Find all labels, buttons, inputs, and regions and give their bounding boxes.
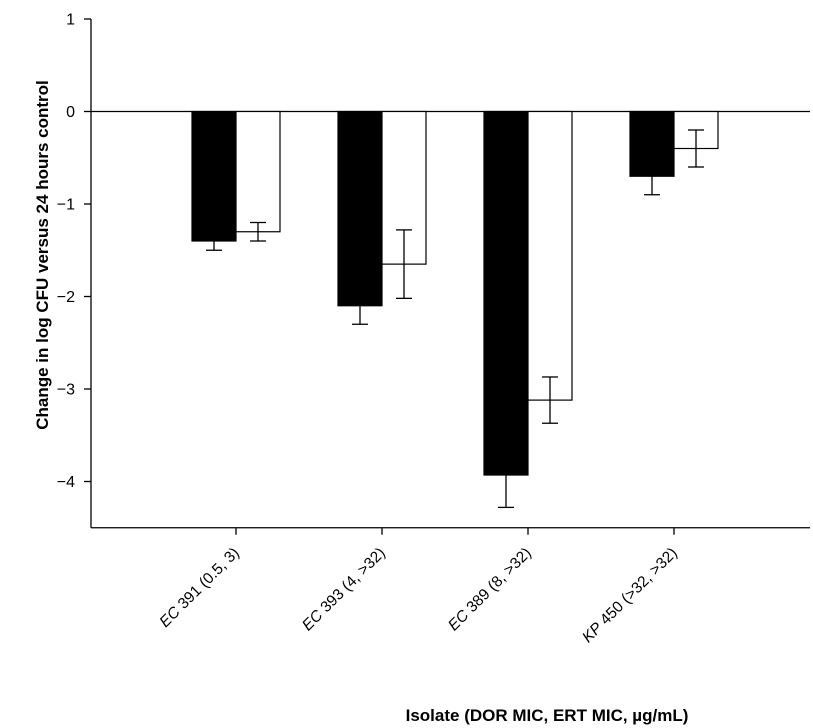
y-tick-label: −2 <box>57 289 75 306</box>
y-tick-label: 1 <box>66 12 75 29</box>
x-tick-label: EC 391 (0.5, 3) <box>156 545 242 631</box>
y-axis-title: Change in log CFU versus 24 hours contro… <box>33 80 52 430</box>
bar <box>483 110 529 476</box>
x-tick-label-rest: 389 (8, >32) <box>460 545 534 619</box>
x-tick-label: EC 389 (8, >32) <box>445 545 535 635</box>
x-axis-title: Isolate (DOR MIC, ERT MIC, µg/mL) <box>406 706 689 725</box>
x-tick-label: EC 393 (4, >32) <box>299 545 389 635</box>
labels: EC 391 (0.5, 3) EC 393 (4, >32) EC 389 (8,… <box>156 545 680 647</box>
bar <box>235 110 281 233</box>
bar <box>337 110 383 307</box>
y-tick-label: 0 <box>66 104 75 121</box>
x-tick-label-rest: 393 (4, >32) <box>314 545 388 619</box>
y-tick-label: −3 <box>57 382 75 399</box>
x-tick-label-rest: 391 (0.5, 3) <box>172 545 243 616</box>
bar <box>191 110 237 242</box>
y-tick-label: −4 <box>57 474 75 491</box>
x-tick-label: KP 450 (>32, >32) <box>579 545 681 647</box>
y-tick-label: −1 <box>57 197 75 214</box>
bars <box>191 110 719 509</box>
x-tick-label-rest: 450 (>32, >32) <box>594 545 681 632</box>
bar <box>527 110 573 401</box>
axes: 1 0 −1 −2 −3 −4 <box>57 12 810 535</box>
